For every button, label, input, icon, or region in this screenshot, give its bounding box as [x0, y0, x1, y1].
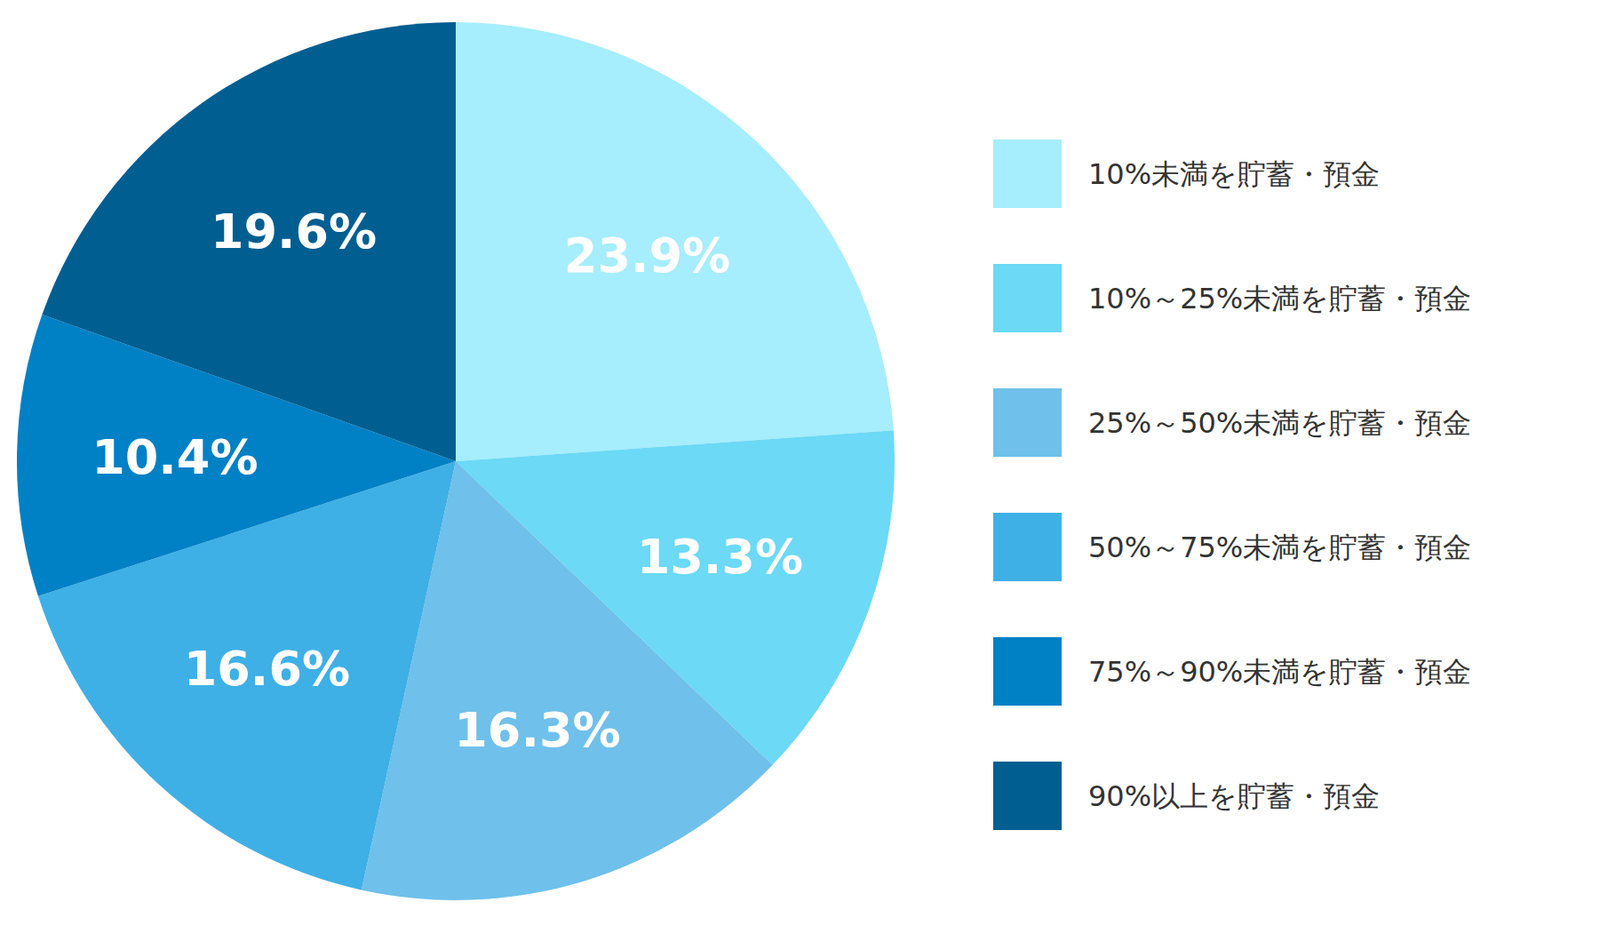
chart: 23.9% 13.3% 16.3% 16.6% 10.4% 19.6% 10%未満を貯蓄・預… [0, 0, 1600, 926]
legend-swatch [993, 761, 1062, 830]
pie-slice [455, 22, 894, 462]
legend-item: 75%～90%未満を貯蓄・預金 [993, 636, 1472, 706]
legend-swatch [993, 263, 1062, 333]
legend-label: 10%未満を貯蓄・預金 [1088, 157, 1380, 192]
data-label: 23.9% [564, 227, 731, 284]
data-label: 16.6% [183, 640, 351, 697]
legend-label: 25%～50%未満を貯蓄・預金 [1088, 405, 1472, 440]
legend-label: 90%以上を貯蓄・預金 [1088, 779, 1380, 813]
legend-item: 25%～50%未満を貯蓄・預金 [993, 388, 1472, 457]
pie [16, 22, 895, 900]
legend: 10%未満を貯蓄・預金 10%～25%未満を貯蓄・預金 25%～50%未満を貯蓄・預… [993, 139, 1472, 830]
data-label: 16.3% [453, 701, 621, 758]
legend-item: 90%以上を貯蓄・預金 [993, 761, 1380, 830]
legend-swatch [993, 139, 1062, 208]
data-label: 10.4% [91, 429, 258, 486]
legend-swatch [993, 636, 1062, 706]
data-label: 19.6% [210, 203, 377, 260]
legend-label: 75%～90%未満を貯蓄・預金 [1088, 654, 1472, 689]
legend-label: 50%～75%未満を貯蓄・預金 [1088, 530, 1472, 565]
legend-item: 50%～75%未満を貯蓄・預金 [993, 512, 1472, 582]
legend-swatch [993, 512, 1062, 582]
legend-item: 10%～25%未満を貯蓄・預金 [993, 263, 1472, 333]
pie-slice [41, 22, 456, 462]
legend-label: 10%～25%未満を貯蓄・預金 [1088, 281, 1472, 316]
legend-swatch [993, 388, 1062, 457]
legend-item: 10%未満を貯蓄・預金 [993, 139, 1380, 208]
data-labels: 23.9% 13.3% 16.3% 16.6% 10.4% 19.6% [91, 203, 804, 758]
data-label: 13.3% [636, 528, 804, 585]
